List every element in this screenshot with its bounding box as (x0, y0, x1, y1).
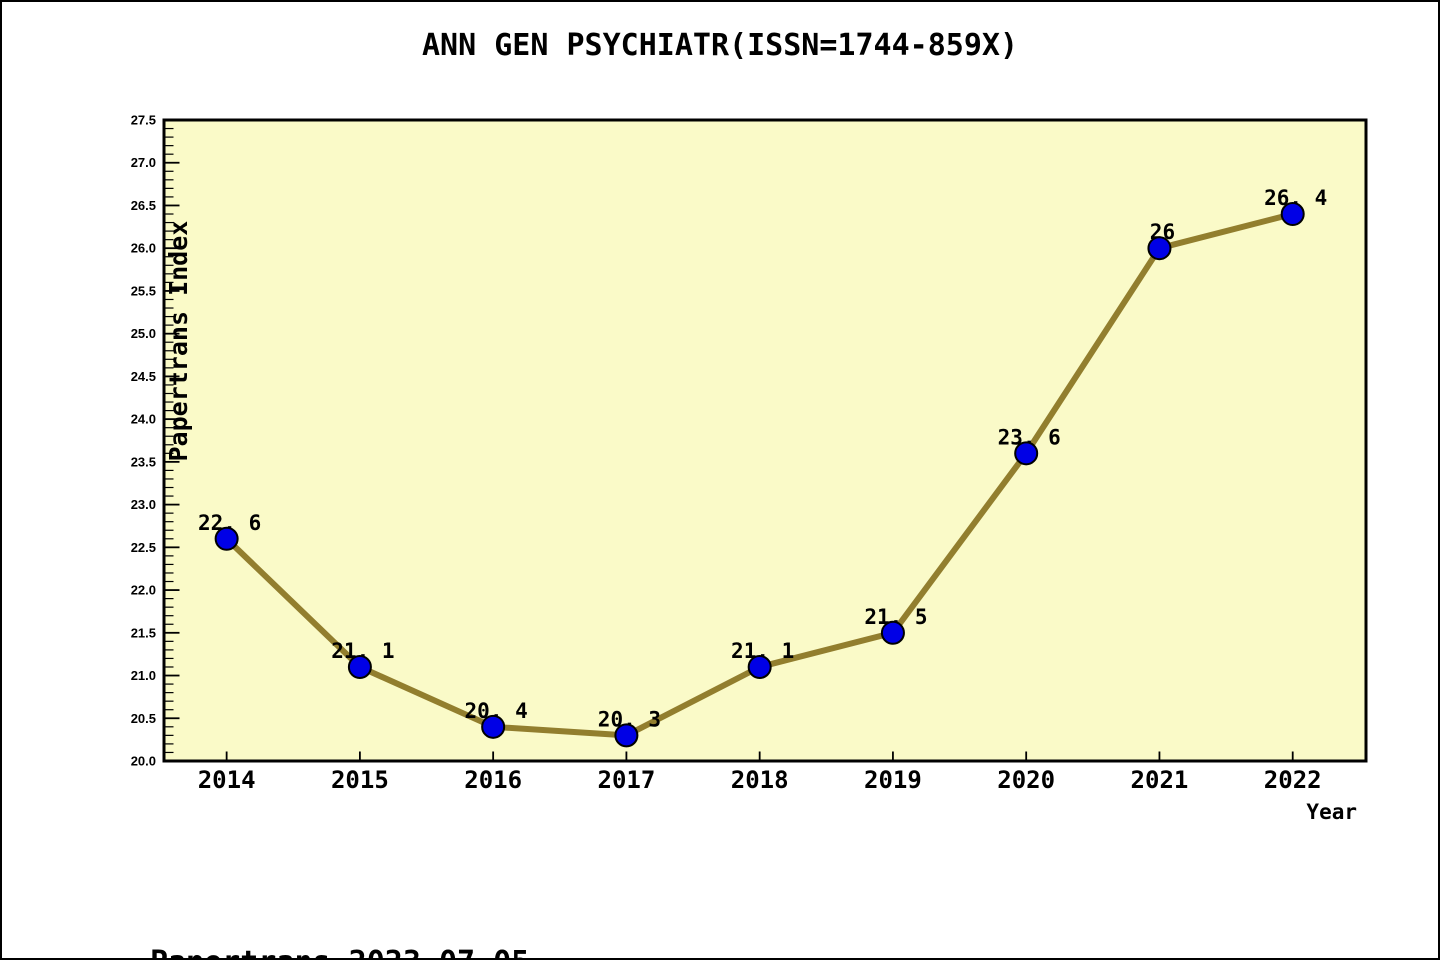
x-axis-tick-label: 2021 (1131, 766, 1189, 794)
y-axis-tick-label: 21.5 (131, 625, 156, 640)
data-point (1280, 202, 1305, 227)
data-point (747, 654, 772, 679)
x-axis-tick-label: 2017 (598, 766, 656, 794)
y-axis-tick-label: 24.0 (131, 412, 156, 427)
x-axis-title: Year (1306, 800, 1357, 824)
footer-source-line: Papertrans 2023-07-05 (150, 938, 529, 958)
y-axis-tick-label: 22.5 (131, 540, 156, 555)
y-axis-tick-label: 25.5 (131, 283, 156, 298)
y-axis-tick-label: 23.5 (131, 454, 156, 469)
data-point (880, 620, 905, 645)
chart-title: ANN GEN PSYCHIATR(ISSN=1744-859X) (421, 28, 1019, 63)
y-axis-tick-label: 20.0 (131, 754, 156, 769)
data-point (614, 723, 639, 748)
data-point (347, 654, 372, 679)
y-axis-tick-label: 21.0 (131, 668, 156, 683)
plot-border (162, 118, 1368, 763)
y-axis-tick-label: 20.5 (131, 711, 156, 726)
y-axis-tick-label: 26.0 (131, 241, 156, 256)
x-axis-tick-label: 2015 (331, 766, 389, 794)
y-axis-tick-label: 25.0 (131, 326, 156, 341)
x-axis-tick-label: 2019 (864, 766, 922, 794)
data-point (481, 714, 506, 739)
data-point (1014, 441, 1039, 466)
x-axis-tick-label: 2022 (1264, 766, 1322, 794)
data-point (1147, 236, 1172, 261)
data-point (214, 526, 239, 551)
y-axis-tick-label: 22.0 (131, 583, 156, 598)
x-axis-tick-label: 2018 (731, 766, 789, 794)
y-axis-tick-label: 24.5 (131, 369, 156, 384)
plot-background (164, 120, 1366, 761)
y-axis-tick-label: 27.5 (131, 113, 156, 128)
chart-footer: Papertrans 2023-07-05 Copyright_02 (150, 840, 529, 958)
y-axis-tick-label: 23.0 (131, 497, 156, 512)
y-axis-title: Papertrans Index (163, 220, 193, 462)
x-axis-tick-label: 2014 (198, 766, 256, 794)
y-axis-tick-label: 27.0 (131, 155, 156, 170)
y-axis-tick-label: 26.5 (131, 198, 156, 213)
x-axis-tick-label: 2016 (464, 766, 522, 794)
x-axis-tick-label: 2020 (997, 766, 1055, 794)
